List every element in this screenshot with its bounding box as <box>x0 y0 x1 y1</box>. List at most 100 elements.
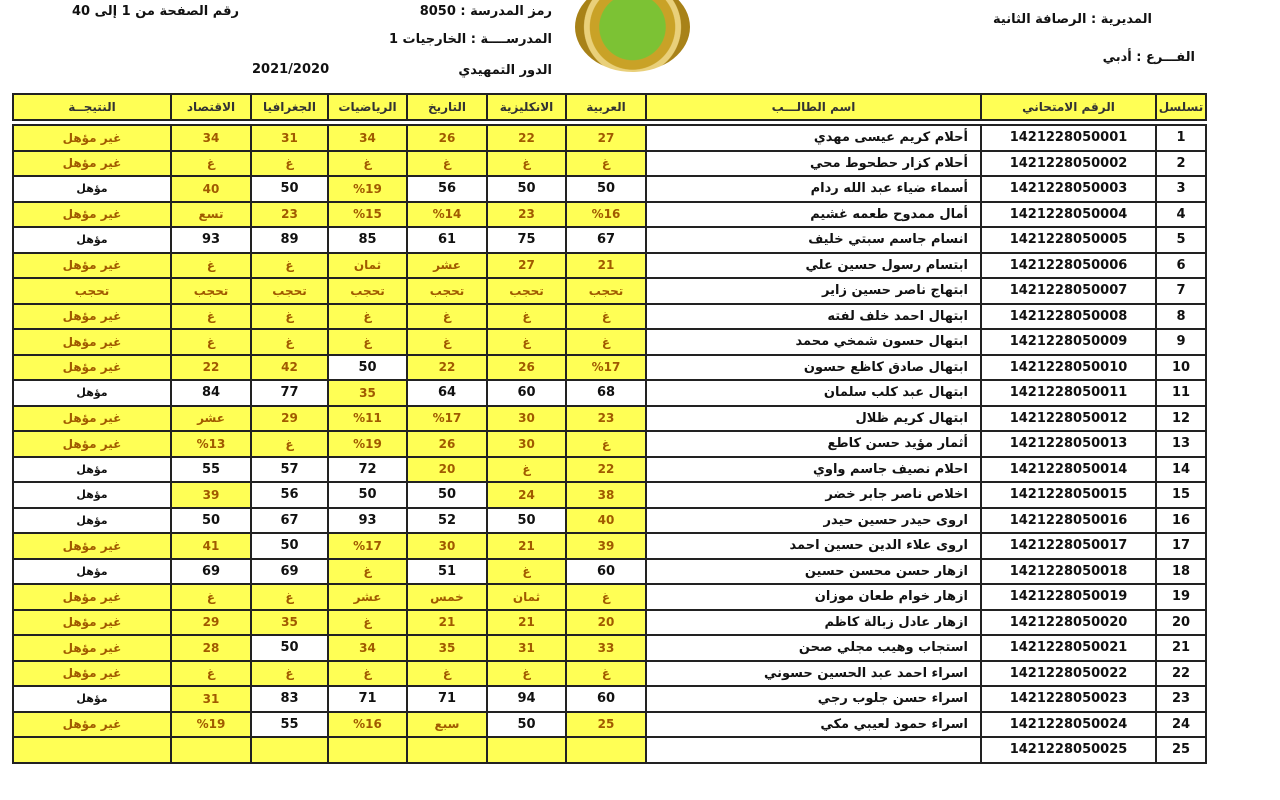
student-name-cell: ابتهال حسون شمخي محمد <box>645 328 982 356</box>
history-grade-cell: 52 <box>406 506 488 534</box>
round-value: التمهيدي <box>458 63 516 78</box>
serial-cell: 22 <box>1155 659 1207 687</box>
result-cell: غير مؤهل <box>12 430 172 458</box>
result-cell: مؤهل <box>12 506 172 534</box>
history-grade-cell: 51 <box>406 557 488 585</box>
table-row: 22 1421228050022 اسراء احمد عبد الحسين حسو… <box>12 659 1207 687</box>
result-cell: غير مؤهل <box>12 200 172 228</box>
history-grade-cell: 71 <box>406 685 488 713</box>
arabic-grade-cell: 50 <box>565 175 647 203</box>
math-grade-cell: 50 <box>327 481 408 509</box>
history-grade-cell: %14 <box>406 200 488 228</box>
english-grade-cell: غ <box>486 557 567 585</box>
economics-grade-cell: %13 <box>170 430 252 458</box>
geography-grade-cell: 50 <box>250 532 329 560</box>
column-header: التاريخ <box>406 93 488 121</box>
geography-grade-cell: 35 <box>250 608 329 636</box>
math-grade-cell: 34 <box>327 634 408 662</box>
serial-cell: 7 <box>1155 277 1207 305</box>
table-row: 4 1421228050004 أمال ممدوح طعمه غشيم %16 23%… <box>12 200 1207 228</box>
result-cell: غير مؤهل <box>12 328 172 356</box>
economics-grade-cell: %19 <box>170 710 252 738</box>
student-name-cell: ازهار حسن محسن حسين <box>645 557 982 585</box>
result-cell: غير مؤهل <box>12 532 172 560</box>
math-grade-cell: غ <box>327 659 408 687</box>
geography-grade-cell: 55 <box>250 710 329 738</box>
english-grade-cell: 26 <box>486 353 567 381</box>
math-grade-cell: غ <box>327 302 408 330</box>
economics-grade-cell <box>170 736 252 764</box>
arabic-grade-cell: 21 <box>565 251 647 279</box>
math-grade-cell: 93 <box>327 506 408 534</box>
serial-cell: 4 <box>1155 200 1207 228</box>
student-name-cell: ابتهال كريم ظلال <box>645 404 982 432</box>
math-grade-cell: 34 <box>327 124 408 152</box>
table-row: 14 1421228050014 احلام نصيف جاسم واوي 22 غ 20… <box>12 455 1207 483</box>
column-header: الرياضيات <box>327 93 408 121</box>
arabic-grade-cell: غ <box>565 328 647 356</box>
economics-grade-cell: 39 <box>170 481 252 509</box>
serial-cell: 24 <box>1155 710 1207 738</box>
history-grade-cell: 61 <box>406 226 488 254</box>
table-row: 7 1421228050007 ابتهاج ناصر حسين زاير تحجب ت… <box>12 277 1207 305</box>
round-label: الدور <box>519 63 552 78</box>
student-name-cell: احلام نصيف جاسم واوي <box>645 455 982 483</box>
student-name-cell: أحلام كريم عيسى مهدي <box>645 124 982 152</box>
english-grade-cell: 31 <box>486 634 567 662</box>
math-grade-cell: غ <box>327 149 408 177</box>
column-header: الانكليزية <box>486 93 567 121</box>
ministry-seal-logo <box>575 0 690 72</box>
result-cell: تحجب <box>12 277 172 305</box>
exam-number-cell: 1421228050020 <box>980 608 1157 636</box>
column-header: العربية <box>565 93 647 121</box>
geography-grade-cell: 57 <box>250 455 329 483</box>
economics-grade-cell: 50 <box>170 506 252 534</box>
student-name-cell: اسراء حمود لعيبي مكي <box>645 710 982 738</box>
branch-field: الفـــرع : أدبي <box>1103 50 1195 65</box>
english-grade-cell: 50 <box>486 506 567 534</box>
student-name-cell: ازهار خوام طعان موزان <box>645 583 982 611</box>
column-header: اسم الطالـــب <box>645 93 982 121</box>
result-cell: مؤهل <box>12 685 172 713</box>
exam-number-cell: 1421228050024 <box>980 710 1157 738</box>
history-grade-cell: 26 <box>406 124 488 152</box>
math-grade-cell: %15 <box>327 200 408 228</box>
math-grade-cell: 35 <box>327 379 408 407</box>
exam-number-cell: 1421228050004 <box>980 200 1157 228</box>
student-name-cell <box>645 736 982 764</box>
exam-number-cell: 1421228050022 <box>980 659 1157 687</box>
history-grade-cell: %17 <box>406 404 488 432</box>
results-table: تسلسل الرقم الامتحاني اسم الطالـــب العربية… <box>12 93 1207 764</box>
history-grade-cell: 64 <box>406 379 488 407</box>
spacer-cell <box>251 119 328 126</box>
exam-number-cell: 1421228050021 <box>980 634 1157 662</box>
column-header: النتيجــة <box>12 93 172 121</box>
geography-grade-cell: 69 <box>250 557 329 585</box>
table-row: 3 1421228050003 أسماء ضياء عبد الله ردام 50… <box>12 175 1207 203</box>
english-grade-cell <box>486 736 567 764</box>
geography-grade-cell: غ <box>250 302 329 330</box>
round-field: الدور التمهيدي <box>458 63 552 78</box>
student-name-cell: أسماء ضياء عبد الله ردام <box>645 175 982 203</box>
student-name-cell: اخلاص ناصر جابر خضر <box>645 481 982 509</box>
branch-value: أدبي <box>1102 50 1132 65</box>
exam-number-cell: 1421228050017 <box>980 532 1157 560</box>
english-grade-cell: غ <box>486 659 567 687</box>
result-cell: غير مؤهل <box>12 149 172 177</box>
geography-grade-cell <box>250 736 329 764</box>
arabic-grade-cell: 68 <box>565 379 647 407</box>
serial-cell: 17 <box>1155 532 1207 560</box>
student-name-cell: استجاب وهيب مجلي صحن <box>645 634 982 662</box>
exam-number-cell: 1421228050001 <box>980 124 1157 152</box>
exam-number-cell: 1421228050013 <box>980 430 1157 458</box>
student-name-cell: ابتهال صادق كاظع حسون <box>645 353 982 381</box>
exam-number-cell: 1421228050015 <box>980 481 1157 509</box>
student-name-cell: ابتهاج ناصر حسين زاير <box>645 277 982 305</box>
math-grade-cell: 50 <box>327 353 408 381</box>
english-grade-cell: 60 <box>486 379 567 407</box>
branch-label: الفـــرع : <box>1136 50 1195 65</box>
exam-number-cell: 1421228050003 <box>980 175 1157 203</box>
result-cell: مؤهل <box>12 175 172 203</box>
math-grade-cell: غ <box>327 608 408 636</box>
arabic-grade-cell: 20 <box>565 608 647 636</box>
